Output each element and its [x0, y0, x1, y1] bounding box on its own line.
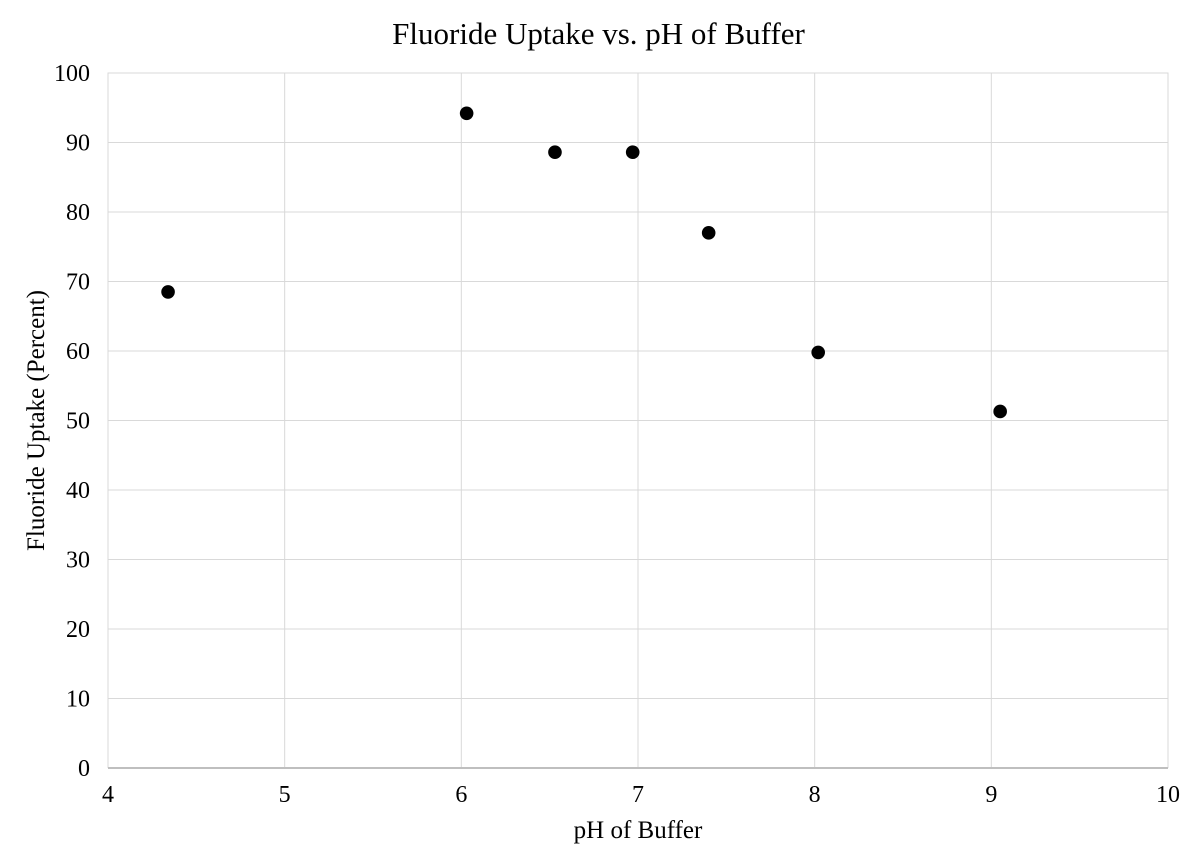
x-tick-label: 9: [985, 782, 997, 808]
y-tick-label: 70: [66, 270, 90, 296]
data-point: [161, 285, 175, 299]
x-tick-label: 10: [1156, 782, 1180, 808]
gridlines: [108, 72, 1169, 768]
data-point: [548, 145, 562, 160]
x-axis-tick-labels: 4 5 6 7 8 9 10: [102, 782, 1180, 808]
y-tick-label: 10: [66, 687, 90, 713]
plot-area: [107, 72, 1169, 769]
plot-border: [107, 72, 1169, 768]
x-tick-label: 8: [809, 782, 821, 808]
y-tick-label: 90: [66, 131, 90, 157]
x-axis-title: pH of Buffer: [574, 817, 703, 844]
chart-title: Fluoride Uptake vs. pH of Buffer: [392, 16, 805, 51]
data-point: [993, 404, 1007, 419]
data-point: [811, 345, 825, 360]
y-tick-label: 20: [66, 617, 90, 643]
y-tick-label: 0: [78, 756, 90, 782]
y-tick-label: 80: [66, 200, 90, 226]
x-tick-label: 6: [455, 782, 467, 808]
y-tick-label: 40: [66, 478, 90, 504]
x-tick-label: 4: [102, 782, 114, 808]
data-point: [701, 226, 716, 240]
scatter-series: [161, 106, 1007, 419]
y-tick-label: 50: [66, 409, 90, 435]
y-axis-tick-labels: 0 10 20 30 40 50 60 70 80 90 100: [54, 61, 90, 782]
y-tick-label: 100: [54, 61, 90, 87]
y-axis-title: Fluoride Uptake (Percent): [23, 290, 50, 551]
y-tick-label: 60: [66, 339, 90, 365]
y-tick-label: 30: [66, 548, 90, 574]
x-tick-label: 5: [279, 782, 291, 808]
data-point: [625, 145, 640, 160]
x-tick-label: 7: [632, 782, 644, 808]
data-point: [459, 106, 474, 121]
